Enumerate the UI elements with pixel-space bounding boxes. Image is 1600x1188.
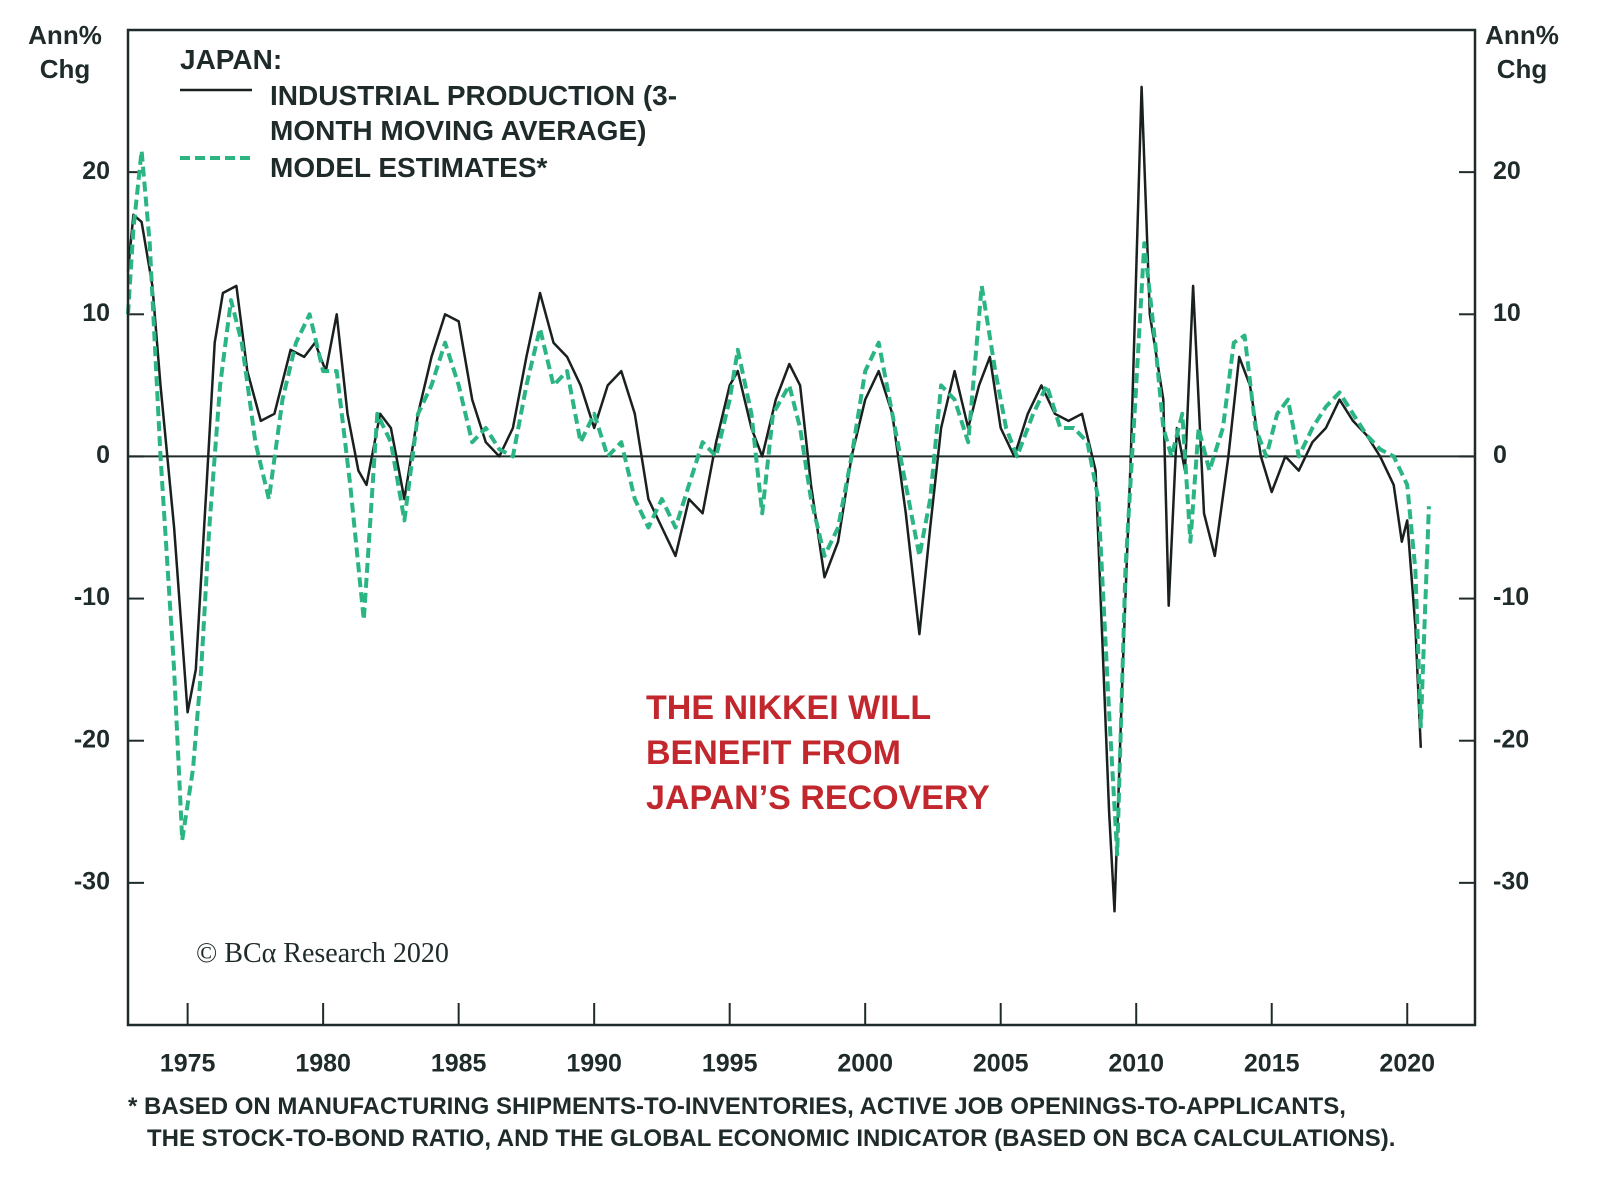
y2-tick-label: -20 [1493, 725, 1529, 753]
y-tick-label: 0 [96, 441, 110, 469]
y-tick-label: -20 [74, 725, 110, 753]
series-line [126, 148, 1431, 857]
series-line [126, 85, 1423, 913]
y-tick-label: 20 [82, 157, 110, 185]
x-tick-label: 1985 [431, 1050, 487, 1078]
x-tick-label: 1995 [702, 1050, 758, 1078]
y2-tick-label: 20 [1493, 157, 1521, 185]
x-tick-label: 1980 [295, 1050, 351, 1078]
y2-tick-label: 10 [1493, 299, 1521, 327]
x-tick-label: 1975 [160, 1050, 216, 1078]
y2-tick-label: -30 [1493, 867, 1529, 895]
x-tick-label: 2015 [1244, 1050, 1300, 1078]
credit: © BCα Research 2020 [196, 938, 449, 969]
x-tick-label: 1990 [566, 1050, 622, 1078]
footnote: * BASED ON MANUFACTURING SHIPMENTS-TO-IN… [128, 1093, 1346, 1120]
legend-label: MODEL ESTIMATES* [270, 152, 548, 183]
x-tick-label: 2010 [1108, 1050, 1164, 1078]
plot-frame [126, 28, 1477, 1027]
legend-label: INDUSTRIAL PRODUCTION (3-MONTH MOVING AV… [270, 80, 678, 146]
y2-tick-label: 0 [1493, 441, 1507, 469]
y-tick-label: 10 [82, 299, 110, 327]
x-tick-label: 2000 [837, 1050, 893, 1078]
x-tick-label: 2020 [1379, 1050, 1435, 1078]
y-tick-label: -30 [74, 867, 110, 895]
y-axis-label: Ann% Chg [28, 20, 102, 84]
x-tick-label: 2005 [973, 1050, 1029, 1078]
annotation: THE NIKKEI WILL BENEFIT FROM JAPAN’S REC… [646, 689, 990, 817]
y2-tick-label: -10 [1493, 583, 1529, 611]
legend-title: JAPAN: [180, 44, 283, 75]
y2-axis-label: Ann% Chg [1485, 20, 1559, 84]
y-tick-label: -10 [74, 583, 110, 611]
footnote: THE STOCK-TO-BOND RATIO, AND THE GLOBAL … [147, 1125, 1396, 1152]
